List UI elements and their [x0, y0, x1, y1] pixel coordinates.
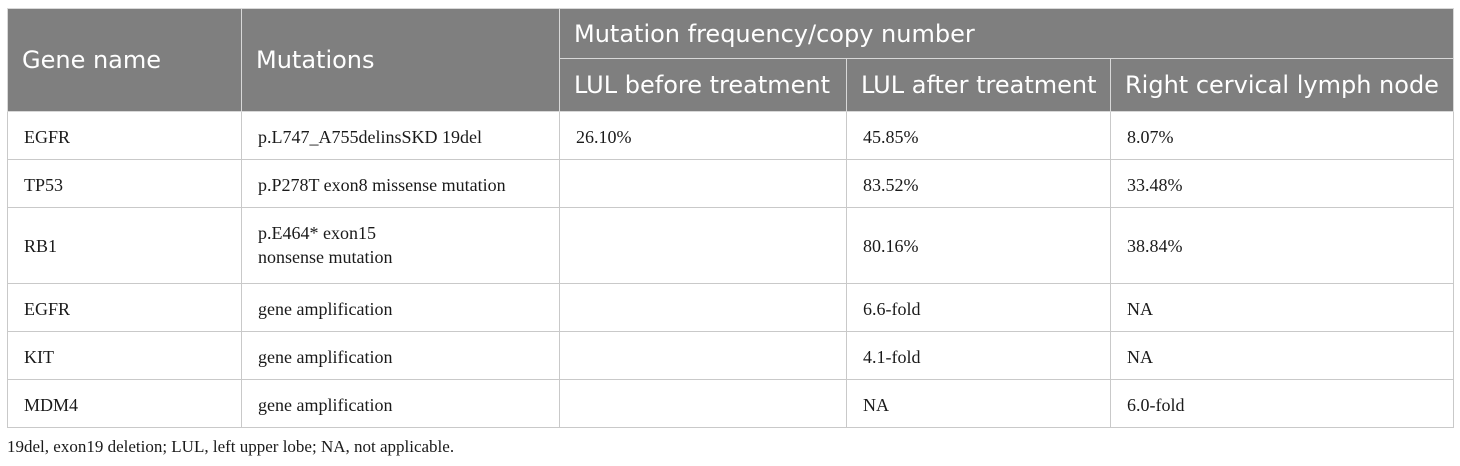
cell-mutation-line: gene amplification — [258, 395, 393, 415]
cell-lul-before — [559, 331, 847, 380]
cell-right-cervical-node: 8.07% — [1109, 111, 1455, 160]
table-row: EGFR p.L747_A755delinsSKD 19del 26.10% 4… — [7, 111, 1455, 160]
table-footnote: 19del, exon19 deletion; LUL, left upper … — [7, 437, 455, 456]
table-body: EGFR p.L747_A755delinsSKD 19del 26.10% 4… — [7, 111, 1455, 428]
cell-mutation: gene amplification — [241, 283, 560, 332]
cell-gene: MDM4 — [7, 379, 242, 428]
cell-mutation: p.P278T exon8 missense mutation — [241, 159, 560, 208]
cell-mutation-line: p.L747_A755delinsSKD 19del — [258, 127, 482, 147]
header-right-cervical-node: Right cervical lymph node — [1109, 58, 1455, 112]
cell-lul-before — [559, 379, 847, 428]
cell-gene: EGFR — [7, 283, 242, 332]
cell-lul-after: 6.6-fold — [846, 283, 1111, 332]
table-header: Gene name Mutations Mutation frequency/c… — [7, 8, 1455, 112]
cell-right-cervical-node: 6.0-fold — [1109, 379, 1455, 428]
cell-mutation-line: p.P278T exon8 missense mutation — [258, 175, 506, 195]
cell-mutation-line: gene amplification — [258, 299, 393, 319]
cell-gene: EGFR — [7, 111, 242, 160]
table-row: MDM4 gene amplification NA 6.0-fold — [7, 379, 1455, 428]
cell-lul-after: 80.16% — [846, 207, 1111, 284]
header-mutations: Mutations — [241, 8, 560, 112]
cell-mutation: gene amplification — [241, 331, 560, 380]
cell-right-cervical-node: NA — [1109, 331, 1455, 380]
cell-lul-before: 26.10% — [559, 111, 847, 160]
cell-lul-before — [559, 283, 847, 332]
table-row: TP53 p.P278T exon8 missense mutation 83.… — [7, 159, 1455, 208]
cell-lul-before — [559, 159, 847, 208]
cell-lul-after: 83.52% — [846, 159, 1111, 208]
table-row: EGFR gene amplification 6.6-fold NA — [7, 283, 1455, 332]
header-lul-after: LUL after treatment — [846, 58, 1111, 112]
cell-mutation-line: p.E464* exon15 — [258, 223, 376, 243]
cell-lul-after: 4.1-fold — [846, 331, 1111, 380]
cell-mutation: p.L747_A755delinsSKD 19del — [241, 111, 560, 160]
cell-right-cervical-node: 33.48% — [1109, 159, 1455, 208]
cell-mutation: p.E464* exon15 nonsense mutation — [241, 207, 560, 284]
cell-gene: KIT — [7, 331, 242, 380]
cell-lul-after: NA — [846, 379, 1111, 428]
cell-right-cervical-node: 38.84% — [1109, 207, 1455, 284]
cell-mutation: gene amplification — [241, 379, 560, 428]
cell-lul-before — [559, 207, 847, 284]
cell-gene: RB1 — [7, 207, 242, 284]
cell-lul-after: 45.85% — [846, 111, 1111, 160]
cell-right-cervical-node: NA — [1109, 283, 1455, 332]
mutation-table-container: Gene name Mutations Mutation frequency/c… — [7, 8, 1455, 428]
cell-mutation-line: nonsense mutation — [258, 247, 393, 267]
cell-gene: TP53 — [7, 159, 242, 208]
header-lul-before: LUL before treatment — [559, 58, 847, 112]
table-row: RB1 p.E464* exon15 nonsense mutation 80.… — [7, 207, 1455, 284]
header-gene-name: Gene name — [7, 8, 242, 112]
cell-mutation-line: gene amplification — [258, 347, 393, 367]
mutation-table: Gene name Mutations Mutation frequency/c… — [7, 8, 1455, 428]
header-mutation-frequency-group: Mutation frequency/copy number — [558, 8, 1455, 59]
table-row: KIT gene amplification 4.1-fold NA — [7, 331, 1455, 380]
